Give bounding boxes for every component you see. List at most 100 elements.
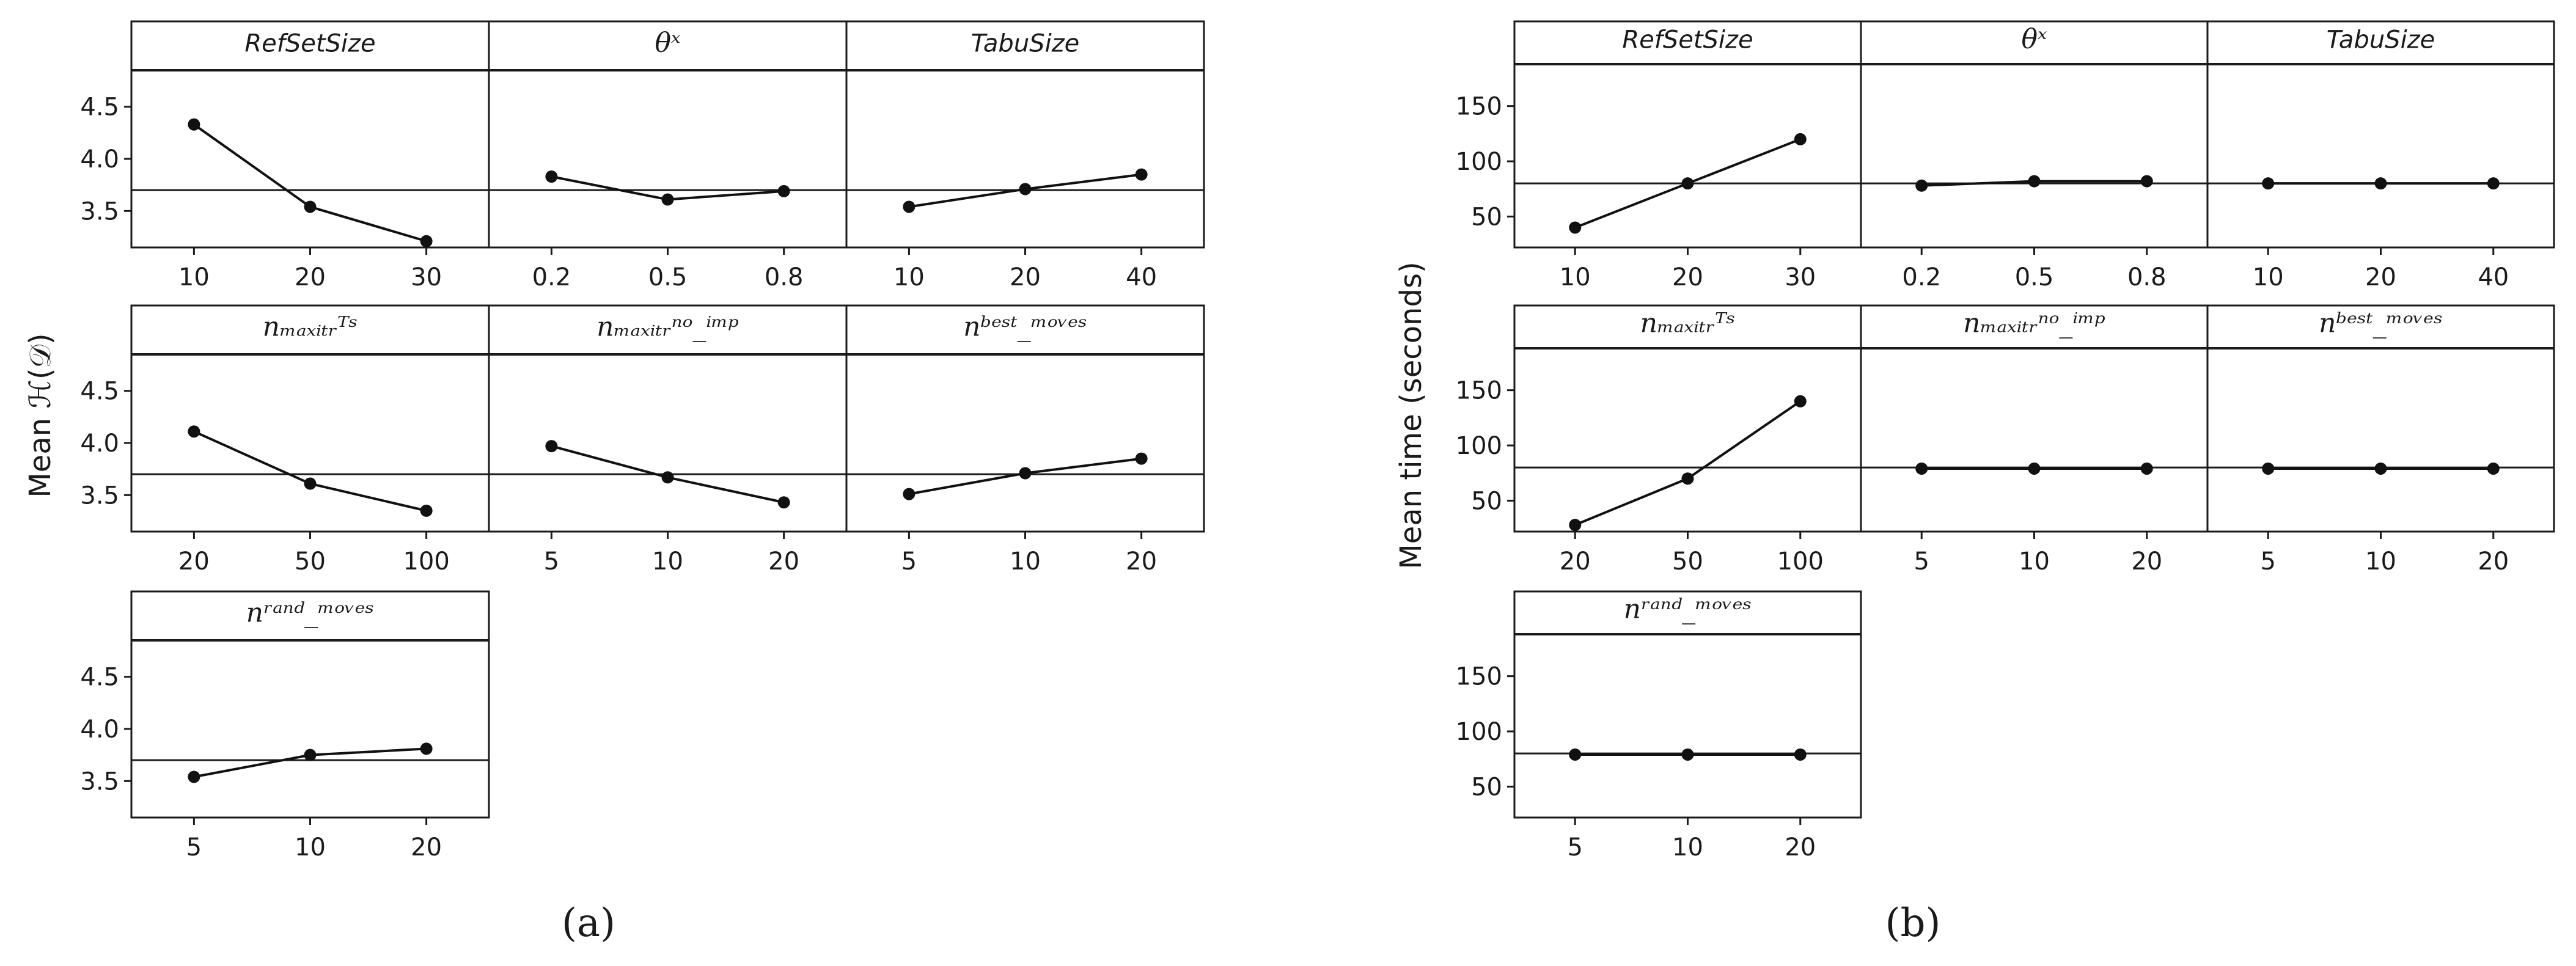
x-tick-label: 0.2 xyxy=(1902,263,1941,291)
data-point xyxy=(2374,462,2387,475)
y-tick-label: 50 xyxy=(1471,203,1502,231)
y-tick-label: 4.5 xyxy=(80,664,119,692)
panel-a-7: nʳᵃⁿᵈ_ᵐᵒᵛᵉˢ 3.5 4.0 4.5 5 10 20 xyxy=(80,590,490,862)
x-tick-label: 10 xyxy=(178,263,210,291)
panel-b-3: TabuSize 10 20 40 xyxy=(2206,20,2555,291)
series-line xyxy=(1574,400,1801,527)
data-point xyxy=(188,118,200,131)
data-point xyxy=(903,200,916,213)
x-tick-label: 20 xyxy=(2478,547,2509,576)
x-tick-label: 20 xyxy=(1672,263,1703,291)
x-tick-label: 5 xyxy=(2260,547,2275,576)
data-point xyxy=(1569,519,1582,532)
panel-b-1: RefSetSize 50 100 150 10 20 30 xyxy=(1456,20,1862,291)
panel-b-2: θˣ 0.2 0.5 0.8 xyxy=(1860,20,2209,291)
y-tick-label: 100 xyxy=(1456,718,1502,746)
data-point xyxy=(545,170,558,183)
x-tick-label: 0.8 xyxy=(765,263,804,291)
panel-title: θˣ xyxy=(2021,23,2047,54)
panel-title: nₘₐₓᵢₜᵣᵀˢ xyxy=(263,312,358,343)
x-tick-label: 30 xyxy=(1785,263,1816,291)
data-point xyxy=(1681,472,1694,485)
panel-a-2: θˣ 0.2 0.5 0.8 xyxy=(488,20,848,291)
figure-label-b: (b) xyxy=(1885,901,1941,946)
data-point xyxy=(1794,395,1807,408)
y-tick-label: 4.0 xyxy=(80,715,119,744)
y-tick-label: 150 xyxy=(1456,377,1502,405)
y-tick-label: 100 xyxy=(1456,148,1502,176)
figure-a: Mean ℋ(𝒟) RefSetSize 3.5 4.0 4.5 10 20 30 θˣ 0.2 0… xyxy=(23,20,1205,862)
panel-b-4: nₘₐₓᵢₜᵣᵀˢ 50 100 150 20 50 100 xyxy=(1456,304,1862,576)
y-tick-label: 150 xyxy=(1456,93,1502,121)
series-line xyxy=(193,430,427,512)
x-tick-label: 20 xyxy=(411,833,442,862)
data-point xyxy=(1681,748,1694,761)
data-point xyxy=(420,235,433,247)
panel-title: RefSetSize xyxy=(1622,26,1753,54)
data-point xyxy=(1915,179,1928,192)
panel-title: θˣ xyxy=(655,27,680,59)
data-point xyxy=(1569,221,1582,234)
x-tick-label: 10 xyxy=(2365,547,2396,576)
x-tick-label: 20 xyxy=(1560,547,1591,576)
x-tick-label: 10 xyxy=(652,547,683,576)
x-tick-label: 20 xyxy=(178,547,210,576)
panel-frame xyxy=(1513,304,1862,533)
panel-title: nʳᵃⁿᵈ_ᵐᵒᵛᵉˢ xyxy=(1624,593,1752,624)
data-point xyxy=(545,440,558,453)
x-tick-label: 50 xyxy=(295,547,326,576)
x-tick-label: 10 xyxy=(1010,547,1041,576)
y-tick-label: 3.5 xyxy=(80,767,119,796)
data-point xyxy=(2487,177,2500,190)
data-point xyxy=(2140,175,2153,188)
panel-a-1: RefSetSize 3.5 4.0 4.5 10 20 30 xyxy=(80,20,490,291)
data-point xyxy=(661,193,674,206)
y-axis-label-a: Mean ℋ(𝒟) xyxy=(23,333,57,497)
data-point xyxy=(1019,467,1032,480)
panel-b-7: nʳᵃⁿᵈ_ᵐᵒᵛᵉˢ 50 100 150 5 10 20 xyxy=(1456,590,1862,862)
data-point xyxy=(903,488,916,500)
y-tick-label: 50 xyxy=(1471,487,1502,515)
panel-title: nʳᵃⁿᵈ_ᵐᵒᵛᵉˢ xyxy=(246,598,375,629)
x-tick-label: 5 xyxy=(544,547,559,576)
panel-b-5: nₘₐₓᵢₜᵣⁿᵒ_ⁱᵐᵖ 5 10 20 xyxy=(1860,304,2209,576)
panel-frame xyxy=(1860,304,2209,533)
x-tick-label: 30 xyxy=(411,263,442,291)
y-tick-label: 4.0 xyxy=(80,430,119,458)
figure-b: Mean time (seconds) RefSetSize 50 100 150 10 2… xyxy=(1394,20,2555,862)
x-tick-label: 0.5 xyxy=(2015,263,2054,291)
data-point xyxy=(1915,462,1928,475)
figure-label-a: (a) xyxy=(562,901,615,946)
data-point xyxy=(2487,462,2500,475)
data-point xyxy=(1135,452,1148,465)
x-tick-label: 20 xyxy=(768,547,799,576)
x-tick-label: 5 xyxy=(1567,833,1582,862)
y-tick-label: 4.5 xyxy=(80,93,119,122)
panel-b-6: nᵇᵉˢᵗ_ᵐᵒᵛᵉˢ 5 10 20 xyxy=(2206,304,2555,576)
y-tick-label: 3.5 xyxy=(80,197,119,225)
data-point xyxy=(1794,748,1807,761)
panel-a-3: TabuSize 10 20 40 xyxy=(845,20,1205,291)
x-tick-label: 20 xyxy=(2131,547,2162,576)
panel-title: nᵇᵉˢᵗ_ᵐᵒᵛᵉˢ xyxy=(963,312,1087,343)
x-tick-label: 20 xyxy=(1785,833,1816,862)
data-point xyxy=(661,471,674,484)
data-point xyxy=(777,496,790,509)
x-tick-label: 20 xyxy=(1010,263,1041,291)
x-tick-label: 10 xyxy=(295,833,326,862)
x-tick-label: 10 xyxy=(894,263,925,291)
panel-a-4: nₘₐₓᵢₜᵣᵀˢ 3.5 4.0 4.5 20 50 100 xyxy=(80,304,490,576)
data-point xyxy=(2262,462,2275,475)
data-point xyxy=(2374,177,2387,190)
x-tick-label: 0.8 xyxy=(2127,263,2167,291)
x-tick-label: 0.2 xyxy=(532,263,571,291)
x-tick-label: 20 xyxy=(2365,263,2396,291)
data-point xyxy=(1019,183,1032,196)
data-point xyxy=(304,477,317,490)
data-point xyxy=(2028,462,2041,475)
x-tick-label: 20 xyxy=(1126,547,1157,576)
data-point xyxy=(1569,748,1582,761)
y-tick-label: 4.5 xyxy=(80,378,119,406)
x-tick-label: 0.5 xyxy=(648,263,688,291)
panel-a-5: nₘₐₓᵢₜᵣⁿᵒ_ⁱᵐᵖ 5 10 20 xyxy=(488,304,848,576)
